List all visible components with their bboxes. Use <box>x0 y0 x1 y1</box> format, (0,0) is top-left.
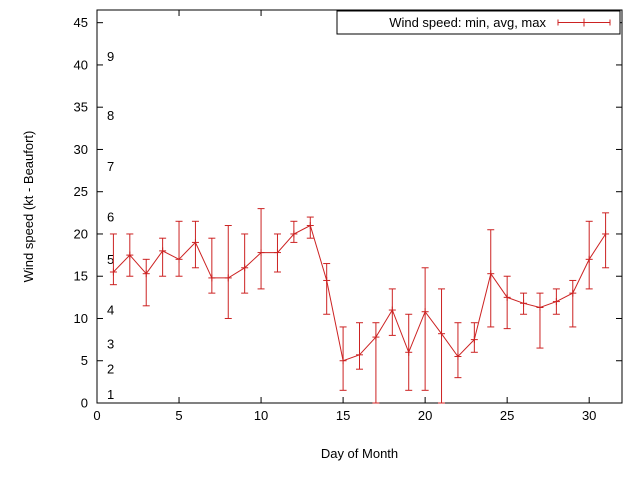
beaufort-label: 6 <box>107 210 114 225</box>
y-tick-label: 40 <box>74 57 88 72</box>
beaufort-label: 4 <box>107 303 114 318</box>
y-tick-label: 30 <box>74 142 88 157</box>
y-axis-title: Wind speed (kt - Beaufort) <box>21 131 36 283</box>
x-tick-label: 15 <box>336 408 350 423</box>
x-tick-label: 10 <box>254 408 268 423</box>
beaufort-label: 3 <box>107 336 114 351</box>
x-tick-label: 5 <box>175 408 182 423</box>
beaufort-label: 1 <box>107 387 114 402</box>
x-tick-label: 0 <box>93 408 100 423</box>
y-tick-label: 20 <box>74 226 88 241</box>
y-tick-label: 10 <box>74 311 88 326</box>
y-tick-label: 25 <box>74 184 88 199</box>
beaufort-label: 5 <box>107 252 114 267</box>
x-tick-label: 25 <box>500 408 514 423</box>
y-tick-label: 35 <box>74 100 88 115</box>
y-tick-label: 45 <box>74 15 88 30</box>
y-tick-label: 5 <box>81 353 88 368</box>
y-tick-label: 0 <box>81 396 88 411</box>
plot-border <box>96 9 623 404</box>
y-tick-label: 15 <box>74 269 88 284</box>
x-axis-title: Day of Month <box>321 446 398 461</box>
beaufort-label: 9 <box>107 49 114 64</box>
legend-label: Wind speed: min, avg, max <box>389 15 546 30</box>
beaufort-label: 7 <box>107 159 114 174</box>
beaufort-label: 2 <box>107 362 114 377</box>
x-tick-label: 20 <box>418 408 432 423</box>
legend-box <box>336 10 621 35</box>
x-tick-label: 30 <box>582 408 596 423</box>
beaufort-label: 8 <box>107 108 114 123</box>
